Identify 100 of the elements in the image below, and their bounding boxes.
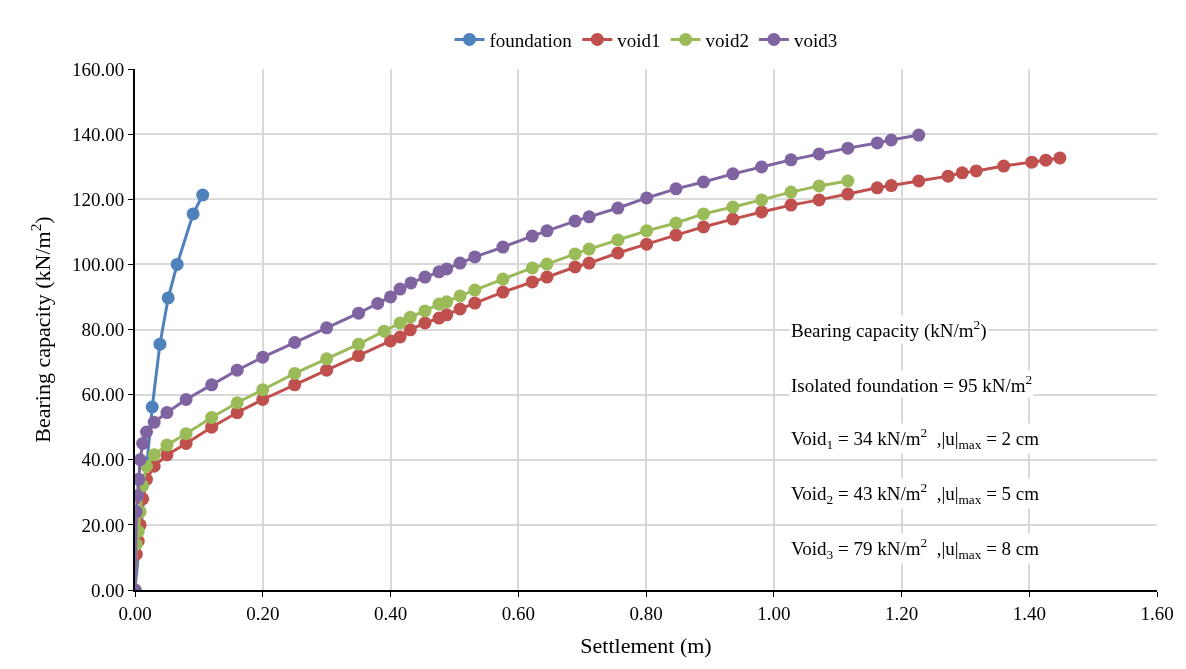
point [640,191,654,205]
point [726,200,740,214]
y-tick-label: 160.00 [71,58,125,80]
point [640,237,654,251]
point [755,160,769,174]
x-tick-label: 1.00 [757,602,791,624]
point [418,316,432,330]
point [870,181,884,195]
x-tick-label: 0.40 [373,602,408,624]
point [582,256,596,270]
point [352,306,366,320]
legend-label: void1 [617,29,661,51]
point [784,153,798,167]
point [755,193,769,207]
x-axis-title: Settlement (m) [580,633,712,659]
annotation: Void$_{1}$ = 34 kN/m$^{2}$ ,|u|$_{max}$ = 2 cm [791,425,1040,452]
point [568,260,582,274]
y-tick-label: 0.00 [90,579,125,601]
point [841,141,855,155]
annotation: Isolated foundation = 95 kN/m$^{2}$ [791,372,1033,396]
point [841,187,855,201]
legend-label: void2 [705,29,749,51]
point [582,210,596,224]
point [418,304,432,318]
point [147,415,161,429]
point [352,349,366,363]
point [468,296,482,310]
point [256,383,270,397]
y-tick-label: 140.00 [71,123,125,145]
point [540,270,554,284]
point [393,282,407,296]
point [496,285,510,299]
point [1053,151,1067,165]
point [418,270,432,284]
point [230,363,244,377]
point [784,185,798,199]
point [205,410,219,424]
point [525,229,539,243]
point [496,240,510,254]
point [320,352,334,366]
point [453,289,467,303]
point [812,179,826,193]
point [393,316,407,330]
point [525,261,539,275]
point [784,198,798,212]
point [320,321,334,335]
point [568,247,582,261]
point [468,250,482,264]
point [582,242,596,256]
point [568,214,582,228]
point [136,436,150,450]
point [726,167,740,181]
point [870,136,884,150]
point [230,396,244,410]
point [884,179,898,193]
point [161,291,175,305]
point [288,378,302,392]
annotation: Void$_{2}$ = 43 kN/m$^{2}$ ,|u|$_{max}$ = 5 cm [791,480,1040,507]
y-tick-label: 120.00 [71,188,125,210]
point [377,324,391,338]
point [179,427,193,441]
point [697,175,710,189]
point [453,302,467,316]
x-tick-label: 0.20 [246,602,280,624]
point [540,257,554,271]
x-tick-label: 1.20 [884,602,919,624]
x-tick-label: 0.00 [118,602,152,624]
point [726,212,740,226]
y-tick-label: 20.00 [81,514,125,536]
point [393,330,407,344]
point [969,164,983,178]
point [147,448,161,462]
point [525,275,539,289]
x-tick-label: 1.40 [1012,602,1046,624]
point [256,350,270,364]
point [135,453,147,467]
point [1039,153,1053,167]
x-tick-label: 0.80 [629,602,663,624]
y-tick-label: 60.00 [81,384,125,406]
point [697,220,710,234]
point [440,308,454,322]
point [669,182,683,196]
point [496,272,510,286]
point [145,400,159,414]
point [320,363,334,377]
point [186,207,200,221]
point [468,283,482,297]
point [941,169,955,183]
point [205,378,219,392]
point [170,257,184,271]
point [669,228,683,242]
point [812,147,826,161]
point [140,425,153,439]
point [288,366,302,380]
y-tick-label: 80.00 [81,319,125,341]
point [1025,155,1039,169]
point [371,296,385,310]
point [404,276,418,290]
point [812,193,826,207]
point [912,174,926,188]
